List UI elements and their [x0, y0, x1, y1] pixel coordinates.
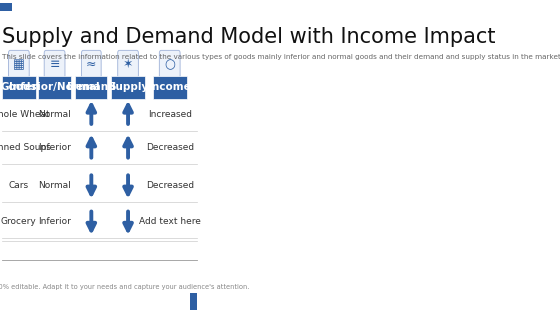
Text: Normal: Normal: [38, 180, 71, 190]
Text: This slide covers the information related to the various types of goods mainly i: This slide covers the information relate…: [2, 54, 560, 60]
FancyBboxPatch shape: [81, 50, 101, 78]
Text: Decreased: Decreased: [146, 143, 194, 152]
FancyBboxPatch shape: [153, 76, 186, 99]
Text: Add text here: Add text here: [139, 217, 200, 226]
FancyBboxPatch shape: [0, 3, 12, 11]
FancyBboxPatch shape: [160, 50, 180, 78]
Text: Goods: Goods: [1, 83, 37, 92]
FancyBboxPatch shape: [190, 293, 197, 310]
FancyBboxPatch shape: [76, 76, 107, 99]
Text: Normal: Normal: [38, 110, 71, 119]
Text: Grocery: Grocery: [1, 217, 37, 226]
FancyBboxPatch shape: [111, 76, 145, 99]
Text: Increased: Increased: [148, 110, 192, 119]
FancyBboxPatch shape: [8, 50, 29, 78]
Text: ▦: ▦: [13, 58, 25, 71]
Text: ○: ○: [164, 58, 175, 71]
Text: Inferior: Inferior: [38, 217, 71, 226]
Text: Demand: Demand: [67, 83, 115, 92]
Text: Income: Income: [148, 83, 191, 92]
Text: Inferior/Normal: Inferior/Normal: [10, 83, 100, 92]
Text: Supply and Demand Model with Income Impact: Supply and Demand Model with Income Impa…: [2, 27, 496, 47]
Text: Supply: Supply: [108, 83, 148, 92]
Text: Decreased: Decreased: [146, 180, 194, 190]
FancyBboxPatch shape: [2, 76, 36, 99]
Text: ≈: ≈: [86, 58, 96, 71]
FancyBboxPatch shape: [44, 50, 65, 78]
FancyBboxPatch shape: [118, 50, 138, 78]
Text: Cars: Cars: [9, 180, 29, 190]
Text: Inferior: Inferior: [38, 143, 71, 152]
Text: ≡: ≡: [49, 58, 60, 71]
Text: ✶: ✶: [123, 58, 133, 71]
FancyBboxPatch shape: [38, 76, 72, 99]
Text: Whole Wheat: Whole Wheat: [0, 110, 49, 119]
Text: This slide is 100% editable. Adapt it to your needs and capture your audience's : This slide is 100% editable. Adapt it to…: [0, 284, 249, 290]
Text: Canned Soups: Canned Soups: [0, 143, 52, 152]
